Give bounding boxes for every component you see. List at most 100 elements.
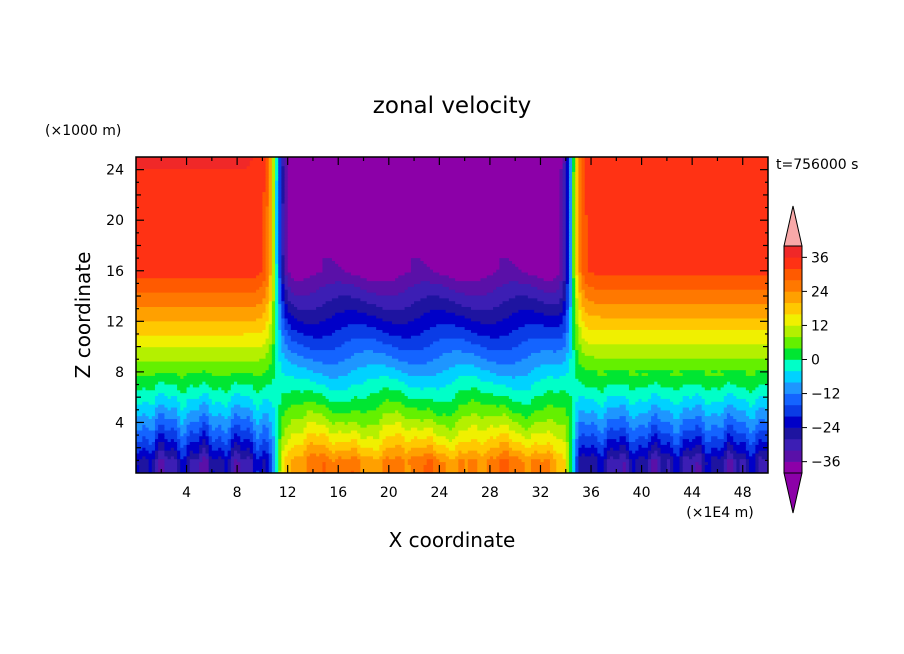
field-cell [565,271,570,276]
field-cell [136,220,263,224]
field-cell [271,157,276,161]
field-cell [448,427,453,431]
field-cell [265,251,270,256]
field-cell [673,386,681,391]
field-cell [581,309,586,313]
field-cell [268,450,273,454]
field-cell [388,398,434,402]
field-cell [512,346,564,351]
field-cell [581,177,586,181]
field-cell [565,355,573,359]
field-cell [581,444,586,448]
field-cell [527,294,564,299]
field-cell [199,467,210,471]
field-cell [275,162,279,167]
field-cell [553,418,570,422]
field-cell [284,280,289,284]
field-cell [578,280,583,284]
field-cell [455,424,472,428]
field-cell [189,467,200,471]
field-cell [136,277,267,282]
field-cell [572,174,576,178]
field-cell [749,461,756,465]
field-cell [136,289,257,293]
field-cell [347,421,358,425]
field-cell [262,269,267,273]
field-cell [606,467,624,471]
field-cell [284,234,289,239]
field-cell [461,415,482,420]
field-cell [565,432,570,437]
field-cell [287,246,561,250]
field-cell [575,182,579,187]
field-cell [423,418,434,422]
field-cell [183,444,188,448]
field-cell [284,208,289,213]
field-cell [578,470,598,473]
field-cell [568,231,573,236]
field-cell [568,452,573,457]
field-cell [382,415,406,420]
field-cell [136,381,159,385]
field-cell [670,409,684,414]
field-cell [278,343,282,348]
field-cell [275,412,279,417]
field-cell [268,366,276,371]
field-cell [549,458,557,463]
field-cell [271,332,276,336]
field-cell [331,421,336,425]
field-cell [502,412,507,417]
field-cell [249,447,254,451]
field-cell [379,455,387,460]
field-cell [568,217,573,221]
field-cell [575,470,579,473]
field-cell [565,326,570,330]
field-cell [164,404,181,408]
field-cell [164,441,178,445]
field-cell [730,412,747,417]
field-cell [287,441,305,445]
field-cell [745,452,750,457]
field-cell [230,461,235,465]
field-cell [531,352,567,356]
field-cell [306,455,330,460]
field-cell [331,409,352,414]
field-cell [679,438,684,442]
field-cell [382,464,406,468]
field-cell [470,412,478,417]
field-cell [230,464,235,468]
field-cell [568,289,573,293]
field-cell [458,470,466,473]
field-cell [268,225,273,230]
field-cell [575,194,579,198]
field-cell [215,401,222,405]
field-cell [391,343,431,348]
field-cell [749,415,756,420]
field-cell [136,309,267,313]
field-cell [284,223,289,227]
field-cell [268,306,273,310]
field-cell [268,452,273,457]
field-cell [202,458,210,463]
field-cell [382,467,406,471]
field-cell [717,447,722,451]
field-cell [199,435,210,440]
field-cell [256,429,263,434]
field-cell [180,427,188,431]
field-cell [158,461,166,465]
field-cell [565,225,570,230]
field-cell [568,424,573,428]
field-cell [493,381,535,385]
field-cell [489,335,500,339]
field-cell [136,438,143,442]
field-cell [284,243,289,247]
field-cell [726,392,734,397]
field-cell [755,415,768,420]
field-cell [736,470,741,473]
field-cell [183,455,188,460]
field-cell [565,306,570,310]
field-cell [154,470,159,473]
field-cell [442,283,504,287]
field-cell [230,398,254,402]
field-cell [275,444,279,448]
